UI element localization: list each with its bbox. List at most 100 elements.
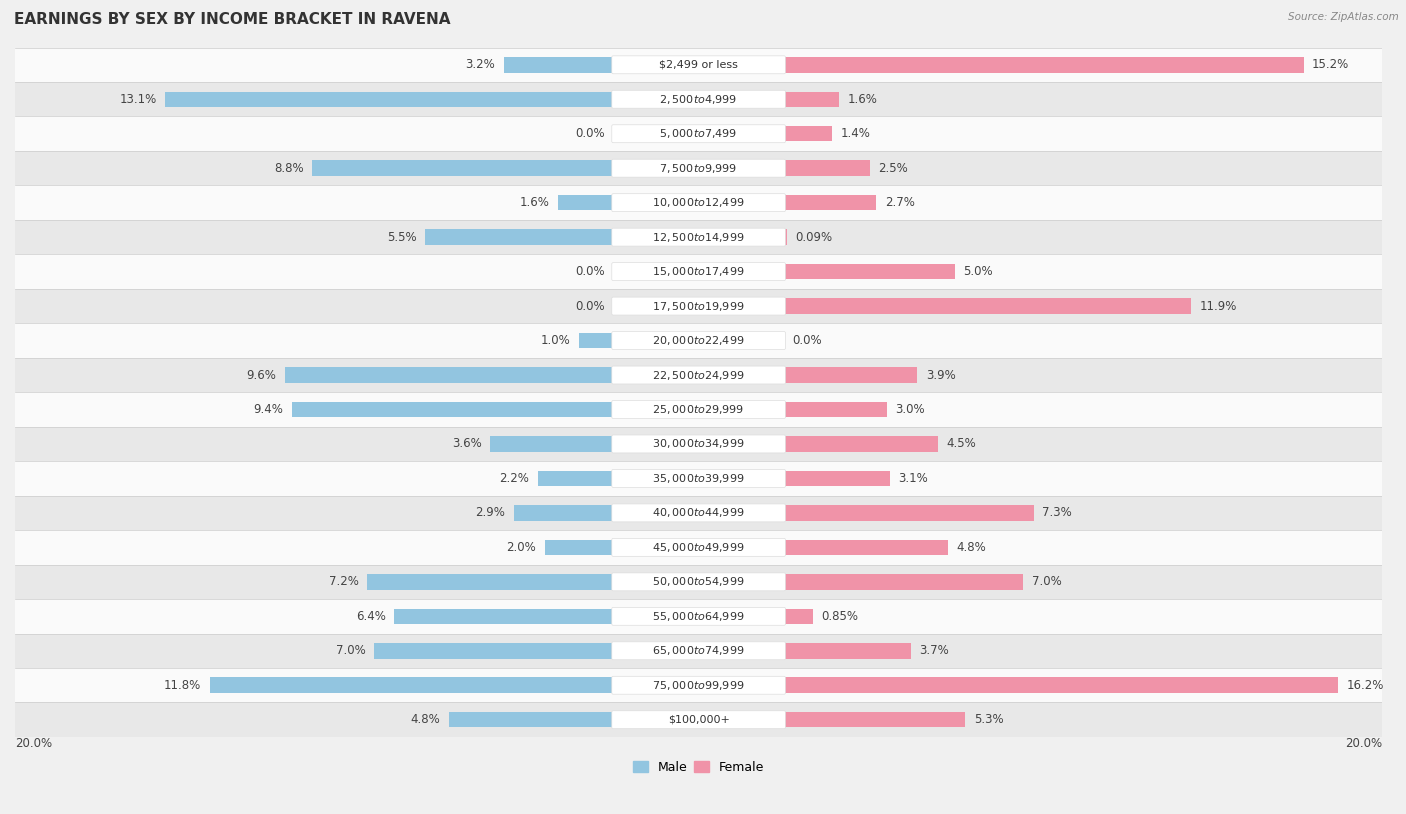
FancyBboxPatch shape [612,504,786,522]
Text: $17,500 to $19,999: $17,500 to $19,999 [652,300,745,313]
Bar [15,151,1382,186]
Bar [579,333,613,348]
Text: $10,000 to $12,499: $10,000 to $12,499 [652,196,745,209]
Bar [15,496,1382,530]
Bar [367,574,613,589]
Bar [425,230,613,245]
FancyBboxPatch shape [612,711,786,729]
Text: 7.2%: 7.2% [329,575,359,589]
Text: 20.0%: 20.0% [15,737,52,750]
Text: 7.0%: 7.0% [1032,575,1062,589]
Text: $45,000 to $49,999: $45,000 to $49,999 [652,540,745,554]
Text: 11.9%: 11.9% [1199,300,1237,313]
Bar [15,82,1382,116]
Text: 16.2%: 16.2% [1347,679,1384,692]
FancyBboxPatch shape [612,297,786,315]
Bar [15,427,1382,462]
Text: 1.6%: 1.6% [848,93,877,106]
Text: 8.8%: 8.8% [274,162,304,175]
Bar [785,470,890,486]
Text: 0.0%: 0.0% [575,127,605,140]
Text: $25,000 to $29,999: $25,000 to $29,999 [652,403,745,416]
Bar [285,367,613,383]
Text: 2.7%: 2.7% [884,196,915,209]
Text: 1.4%: 1.4% [841,127,870,140]
Text: $65,000 to $74,999: $65,000 to $74,999 [652,644,745,657]
Bar [292,402,613,418]
Bar [503,57,613,72]
Text: $40,000 to $44,999: $40,000 to $44,999 [652,506,745,519]
Bar [15,186,1382,220]
Bar [785,367,917,383]
Text: 3.0%: 3.0% [896,403,925,416]
Text: 7.3%: 7.3% [1042,506,1071,519]
Text: 0.09%: 0.09% [796,230,832,243]
FancyBboxPatch shape [612,366,786,384]
Bar [785,505,1033,521]
Bar [515,505,613,521]
Bar [209,677,613,693]
FancyBboxPatch shape [612,470,786,488]
Text: 2.9%: 2.9% [475,506,506,519]
Bar [15,599,1382,633]
Text: 0.85%: 0.85% [821,610,859,623]
Text: $2,500 to $4,999: $2,500 to $4,999 [659,93,738,106]
Legend: Male, Female: Male, Female [628,756,769,779]
Bar [15,289,1382,323]
Bar [785,264,955,279]
Bar [15,530,1382,565]
Bar [785,91,839,107]
FancyBboxPatch shape [612,125,786,142]
Text: $50,000 to $54,999: $50,000 to $54,999 [652,575,745,589]
Bar [15,358,1382,392]
Bar [785,126,832,142]
Bar [785,230,787,245]
Bar [785,57,1303,72]
Bar [15,565,1382,599]
Text: $75,000 to $99,999: $75,000 to $99,999 [652,679,745,692]
Text: Source: ZipAtlas.com: Source: ZipAtlas.com [1288,12,1399,22]
Bar [15,392,1382,427]
Text: 2.5%: 2.5% [879,162,908,175]
Bar [15,668,1382,702]
Text: 0.0%: 0.0% [575,265,605,278]
Text: 2.2%: 2.2% [499,472,530,485]
Bar [785,677,1337,693]
Text: 4.5%: 4.5% [946,437,976,450]
Text: 1.6%: 1.6% [520,196,550,209]
Text: $55,000 to $64,999: $55,000 to $64,999 [652,610,745,623]
Text: 0.0%: 0.0% [575,300,605,313]
FancyBboxPatch shape [612,641,786,659]
Bar [785,298,1191,314]
Bar [544,540,613,555]
FancyBboxPatch shape [612,676,786,694]
Bar [374,643,613,659]
Text: 13.1%: 13.1% [120,93,157,106]
FancyBboxPatch shape [612,573,786,591]
FancyBboxPatch shape [612,607,786,625]
Bar [395,609,613,624]
Bar [558,195,613,211]
Text: 9.4%: 9.4% [253,403,284,416]
Bar [785,540,948,555]
FancyBboxPatch shape [612,400,786,418]
Bar [15,255,1382,289]
Text: $22,500 to $24,999: $22,500 to $24,999 [652,369,745,382]
Bar [785,712,966,728]
Text: $100,000+: $100,000+ [668,715,730,724]
Text: 3.1%: 3.1% [898,472,928,485]
FancyBboxPatch shape [612,263,786,281]
FancyBboxPatch shape [612,228,786,246]
Bar [15,462,1382,496]
Bar [312,160,613,176]
Bar [15,323,1382,358]
Bar [15,47,1382,82]
FancyBboxPatch shape [612,56,786,74]
Text: 7.0%: 7.0% [336,644,366,657]
Text: 4.8%: 4.8% [956,540,987,554]
FancyBboxPatch shape [612,160,786,177]
Bar [15,220,1382,255]
Text: 5.5%: 5.5% [387,230,416,243]
Text: 20.0%: 20.0% [1346,737,1382,750]
Bar [785,436,938,452]
